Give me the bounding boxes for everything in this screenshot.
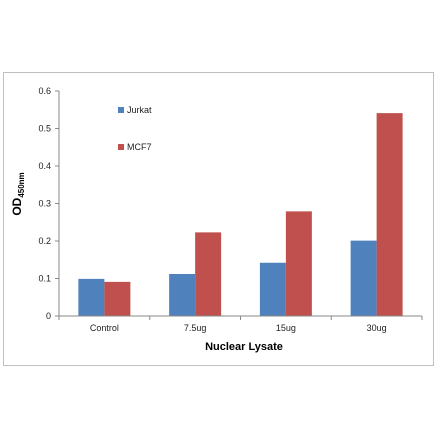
bars — [78, 113, 403, 316]
y-tick-label: 0.4 — [38, 161, 51, 171]
bar-mcf7-1 — [195, 232, 222, 316]
legend-swatch-mcf7 — [118, 144, 124, 150]
y-axis-title: OD450nm — [10, 172, 26, 215]
y-tick-label: 0.1 — [38, 274, 51, 284]
legend-label-mcf7: MCF7 — [127, 142, 152, 152]
legend-label-jurkat: Jurkat — [127, 105, 152, 115]
bar-mcf7-0 — [104, 281, 131, 316]
legend-swatch-jurkat — [118, 107, 124, 113]
chart-frame — [3, 72, 434, 366]
bar-jurkat-0 — [78, 278, 105, 316]
y-axis-title-subscript: 450nm — [17, 172, 26, 197]
y-tick-label: 0.3 — [38, 199, 51, 209]
bar-mcf7-2 — [285, 211, 312, 316]
x-tick-label: 15ug — [276, 323, 296, 333]
bar-jurkat-2 — [259, 262, 286, 316]
y-tick-label: 0 — [46, 311, 51, 321]
x-tick-label: 30ug — [367, 323, 387, 333]
y-tick-label: 0.5 — [38, 124, 51, 134]
y-tick-label: 0.2 — [38, 236, 51, 246]
y-axis-ticks: 0 0.1 0.2 0.3 0.4 0.5 0.6 — [38, 86, 59, 321]
x-axis-title: Nuclear Lysate — [205, 341, 283, 353]
bar-jurkat-3 — [350, 240, 377, 316]
legend: Jurkat MCF7 — [118, 105, 152, 152]
bar-mcf7-3 — [376, 113, 403, 316]
x-tick-label: Control — [90, 323, 119, 333]
x-tick-label: 7.5ug — [184, 323, 207, 333]
y-axis-title-main: OD — [10, 197, 24, 215]
y-tick-label: 0.6 — [38, 86, 51, 96]
x-axis-ticks: Control 7.5ug 15ug 30ug — [58, 316, 423, 333]
bar-jurkat-1 — [169, 274, 196, 316]
